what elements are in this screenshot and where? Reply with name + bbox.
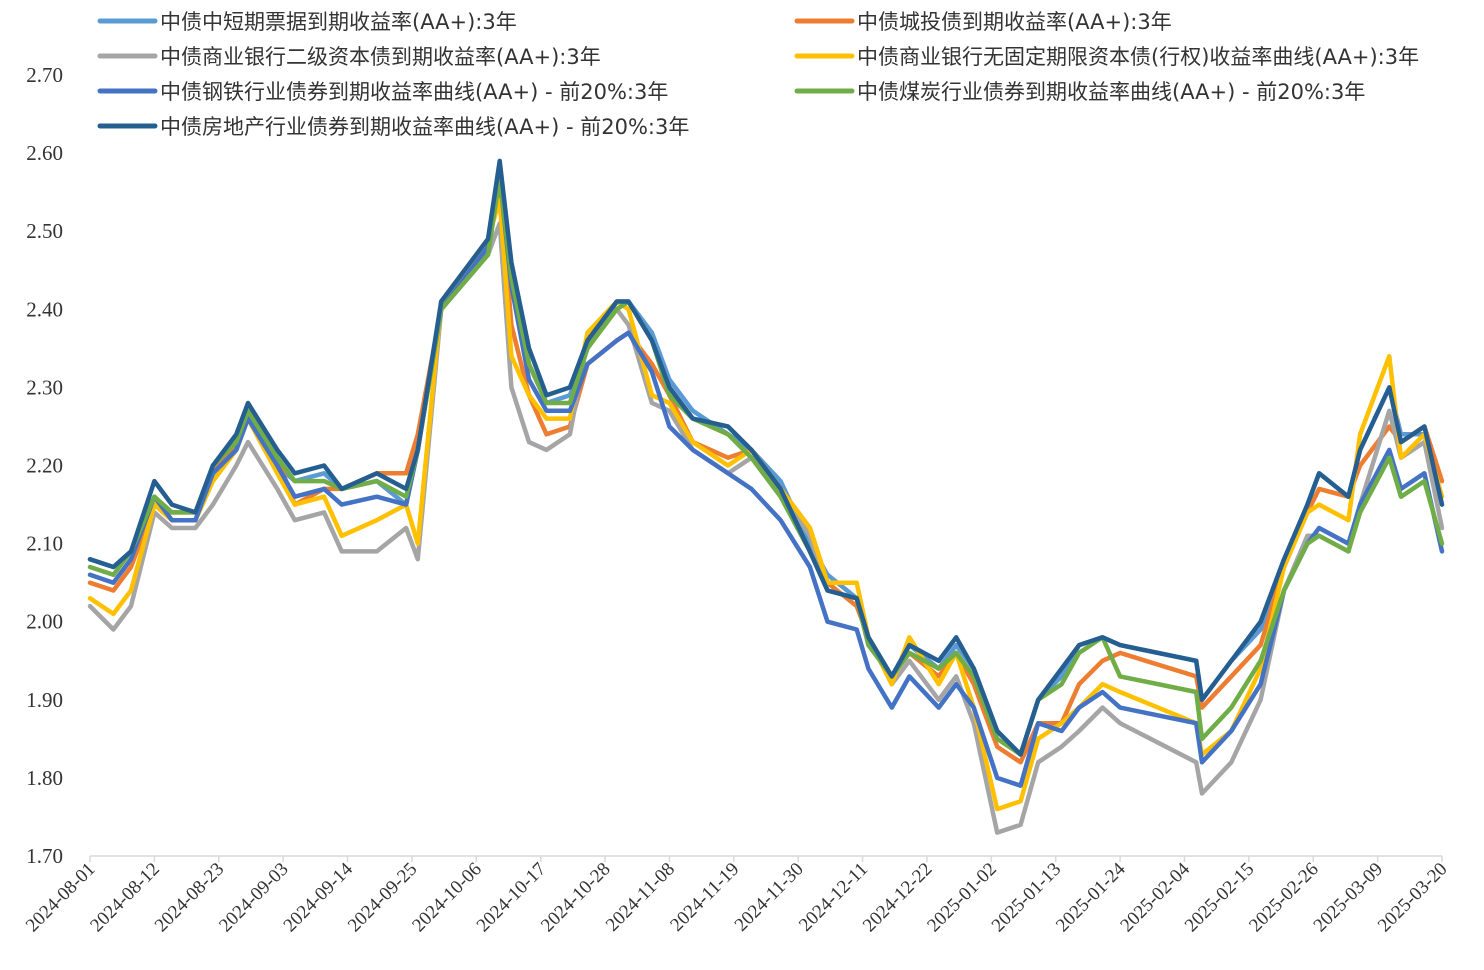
x-tick-label: 2025-02-15 <box>1181 859 1259 937</box>
y-tick-label: 1.80 <box>26 766 63 790</box>
y-tick-label: 1.90 <box>26 688 63 712</box>
y-tick-label: 2.50 <box>26 219 63 243</box>
y-tick-label: 2.70 <box>26 63 63 87</box>
legend-label-1: 中债中短期票据到期收益率(AA+):3年 <box>160 10 517 34</box>
x-tick-label: 2025-03-20 <box>1374 859 1452 937</box>
y-tick-label: 2.20 <box>26 454 63 478</box>
x-tick-label: 2024-11-08 <box>602 859 679 936</box>
series-line-6 <box>87 174 1445 757</box>
legend-label-2: 中债城投债到期收益率(AA+):3年 <box>857 10 1172 34</box>
x-tick-label: 2025-02-26 <box>1245 859 1323 937</box>
y-axis-tick-labels: 1.70 1.80 1.90 2.00 2.10 2.20 2.30 2.40 2.50 2.60… <box>26 63 63 868</box>
legend-label-6: 中债煤炭行业债券到期收益率曲线(AA+) - 前20%:3年 <box>857 80 1365 104</box>
x-tick-label: 2025-01-13 <box>988 859 1066 937</box>
x-tick-label: 2024-10-28 <box>537 859 615 937</box>
x-axis-tick-labels: 2024-08-012024-08-122024-08-232024-09-03… <box>22 856 1452 936</box>
legend: 中债中短期票据到期收益率(AA+):3年 中债城投债到期收益率(AA+):3年中债… <box>97 10 1419 139</box>
x-tick-label: 2025-03-09 <box>1310 859 1388 937</box>
y-tick-label: 2.30 <box>26 375 63 399</box>
series-line-7 <box>87 158 1445 757</box>
x-tick-label: 2024-10-17 <box>473 859 551 937</box>
x-tick-label: 2024-08-01 <box>22 859 100 937</box>
x-tick-label: 2024-12-22 <box>859 859 937 937</box>
x-tick-label: 2024-10-06 <box>408 859 486 937</box>
legend-label-4: 中债商业银行无固定期限资本债(行权)收益率曲线(AA+):3年 <box>857 45 1419 69</box>
y-tick-label: 2.60 <box>26 141 63 165</box>
legend-label-7: 中债房地产行业债券到期收益率曲线(AA+) - 前20%:3年 <box>160 115 689 139</box>
x-tick-label: 2024-09-03 <box>215 859 293 937</box>
y-tick-label: 2.40 <box>26 297 63 321</box>
legend-label-3: 中债商业银行二级资本债到期收益率(AA+):3年 <box>160 45 601 69</box>
x-tick-label: 2025-01-02 <box>923 859 1001 937</box>
x-tick-label: 2024-11-19 <box>666 859 743 936</box>
series-line-3 <box>87 221 1445 835</box>
series-lines <box>87 158 1445 835</box>
x-tick-label: 2024-09-25 <box>344 859 422 937</box>
y-tick-label: 2.10 <box>26 532 63 556</box>
x-tick-label: 2024-08-23 <box>151 859 229 937</box>
x-tick-label: 2024-11-30 <box>731 859 808 936</box>
y-tick-label: 2.00 <box>26 610 63 634</box>
legend-label-5: 中债钢铁行业债券到期收益率曲线(AA+) - 前20%:3年 <box>160 80 668 104</box>
series-line-5 <box>87 174 1445 788</box>
y-tick-label: 1.70 <box>26 844 63 868</box>
x-tick-label: 2024-08-12 <box>86 859 164 937</box>
